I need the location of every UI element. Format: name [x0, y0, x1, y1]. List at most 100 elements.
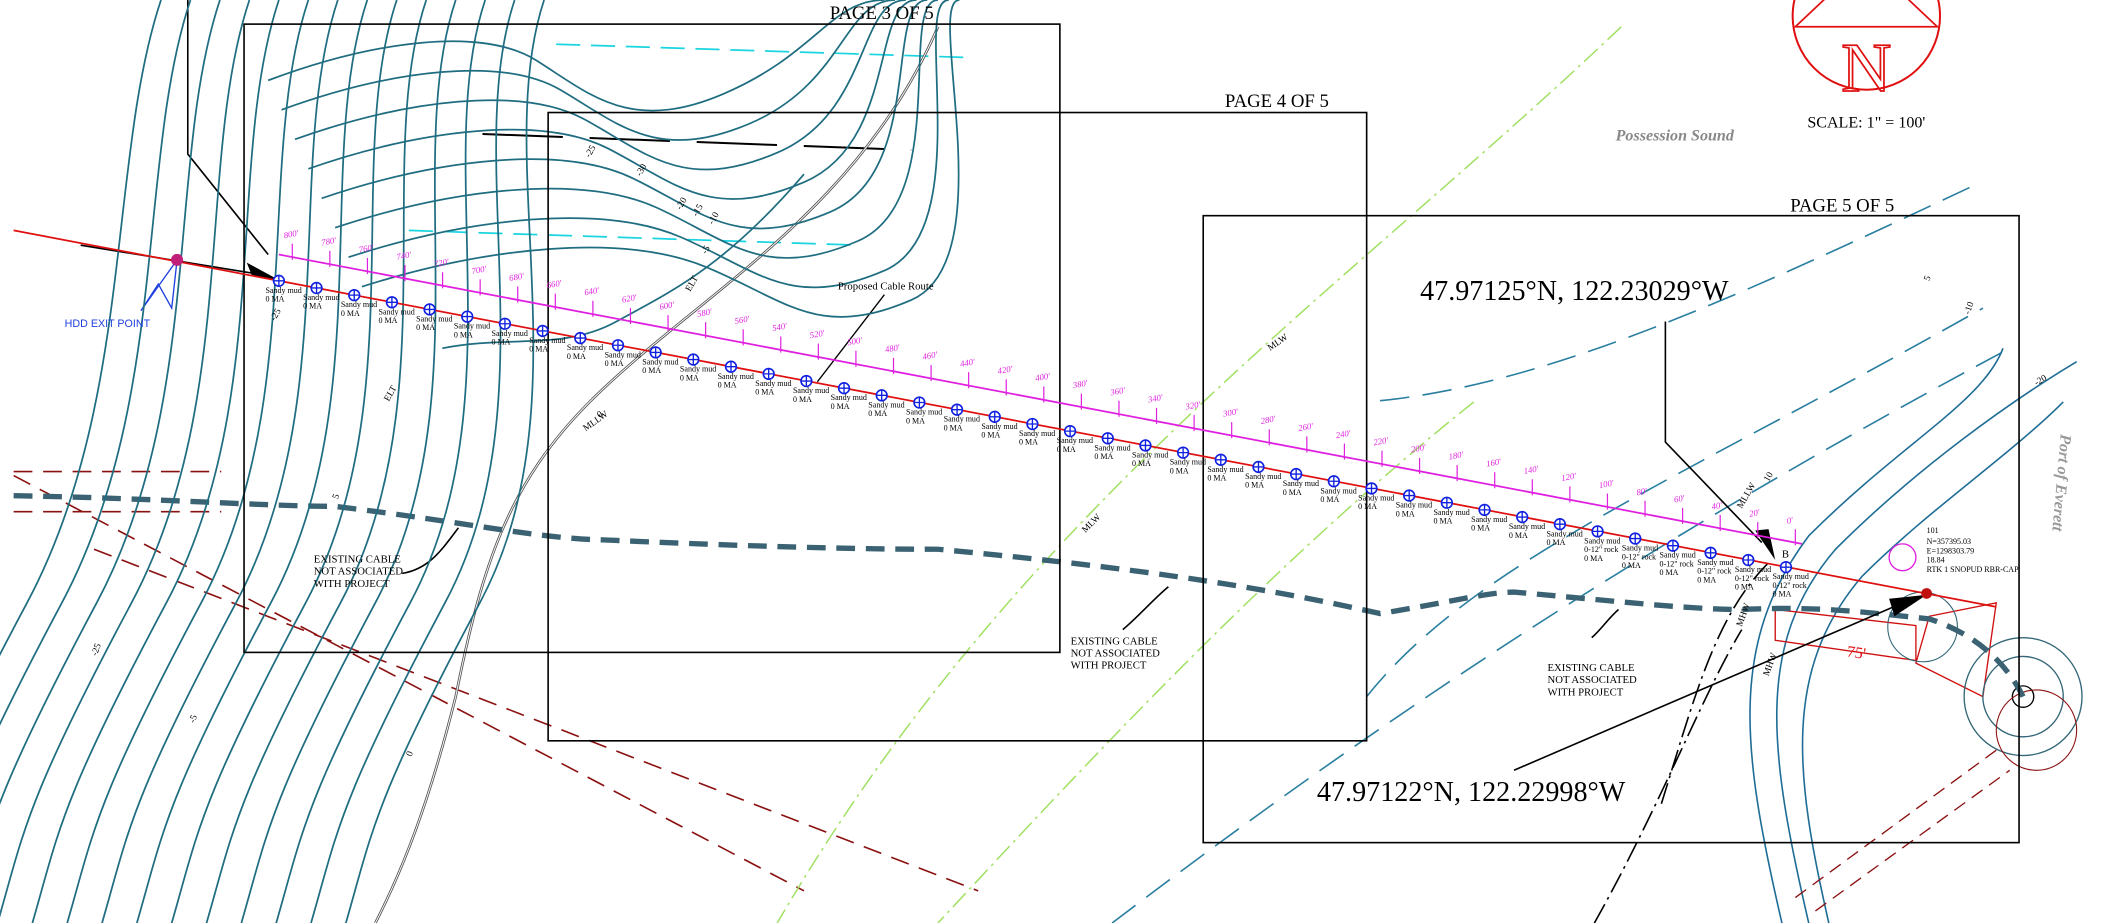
- cable-note-line: EXISTING CABLE: [1548, 662, 1635, 674]
- sample-cross: [1328, 475, 1340, 487]
- line-label: ELT: [684, 274, 701, 293]
- hdd-arrow: [140, 257, 179, 312]
- sample-cross: [951, 404, 963, 416]
- sample-label-line: 0 MA: [1735, 582, 1754, 591]
- line-label: MLW: [1266, 332, 1290, 353]
- sample-cross: [650, 347, 662, 358]
- sample-label-line: 0 MA: [1660, 568, 1679, 577]
- contour-label: 5: [331, 493, 342, 501]
- sample-cross: [1102, 432, 1114, 444]
- sample-label: Sandy mud 0 MA: [1546, 529, 1582, 547]
- sample-label: Sandy mud 0 MA: [831, 393, 867, 411]
- survey-note-line: E=1298303.79: [1927, 546, 1975, 555]
- station-label: 0': [1786, 515, 1794, 526]
- cable-note: EXISTING CABLE NOT ASSOCIATED WITH PROJECT: [314, 554, 404, 590]
- page-label: PAGE 3 OF 5: [830, 3, 934, 24]
- sample-label: Sandy mud 0 MA: [944, 415, 980, 433]
- station-label: 100': [1598, 478, 1615, 490]
- sample-label-line: 0 MA: [1358, 502, 1377, 511]
- mllw-line: [374, 26, 940, 923]
- survey-note-line: 18.84: [1927, 556, 1945, 565]
- station-label: 620': [621, 292, 638, 304]
- sample-label-line: Sandy mud: [1546, 529, 1582, 538]
- sample-cross: [1403, 490, 1415, 501]
- sample-cross: [1290, 468, 1302, 480]
- cable-note-line: WITH PROJECT: [314, 578, 390, 590]
- contour: [321, 0, 928, 230]
- sample-label: Sandy mud 0 MA: [1170, 458, 1206, 476]
- station-label: 260': [1297, 421, 1314, 433]
- water-label: Possession Sound: [1615, 128, 1735, 145]
- green-dash-dot: [776, 26, 1622, 923]
- sample-cross: [612, 339, 624, 351]
- contour-label: 10: [1762, 470, 1776, 483]
- sample-label: Sandy mud 0-12" rock 0 MA: [1584, 536, 1620, 562]
- sample-label-line: 0 MA: [1132, 459, 1151, 468]
- sample-label-line: Sandy mud: [1170, 458, 1206, 467]
- sample-label-line: Sandy mud: [981, 422, 1017, 431]
- sample-label-line: 0 MA: [567, 352, 586, 361]
- sample-cross: [1554, 518, 1566, 530]
- sample-label: Sandy mud 0 MA: [1245, 472, 1281, 490]
- sample-label-line: Sandy mud: [1245, 472, 1281, 481]
- sample-label-line: Sandy mud: [1358, 493, 1394, 502]
- sample-cross: [1441, 497, 1453, 509]
- cable-landing: [1921, 588, 1932, 599]
- sample-label: Sandy mud 0 MA: [1509, 522, 1545, 540]
- survey-marker: [1888, 543, 1917, 572]
- contour-label: -5: [188, 713, 200, 724]
- sample-label: Sandy mud 0 MA: [1358, 493, 1394, 511]
- sample-label: Sandy mud 0 MA: [341, 300, 377, 318]
- sample-label-line: Sandy mud: [1132, 451, 1168, 460]
- sample-cross: [499, 318, 511, 330]
- contour: [0, 0, 221, 806]
- sample-label: Sandy mud 0 MA: [1471, 515, 1507, 533]
- contour: [308, 0, 917, 200]
- note-leader: [402, 527, 1620, 639]
- sample-label-line: 0 MA: [1584, 554, 1603, 563]
- sample-label-line: Sandy mud: [642, 357, 678, 366]
- sample-label: Sandy mud 0 MA: [1283, 479, 1319, 497]
- sample-label-line: 0 MA: [1396, 509, 1415, 518]
- sample-label-line: Sandy mud: [1660, 551, 1696, 560]
- sample-cross: [1177, 447, 1189, 458]
- sample-label-line: Sandy mud: [1697, 558, 1733, 567]
- sample-label: Sandy mud 0 MA: [718, 372, 754, 390]
- page-label: PAGE 4 OF 5: [1225, 91, 1329, 112]
- sample-label-line: 0 MA: [416, 323, 435, 332]
- sample-label-line: Sandy mud: [1584, 536, 1620, 545]
- sample-label-line: Sandy mud: [416, 315, 452, 324]
- sample-label: Sandy mud 0-12" rock 0 MA: [1773, 572, 1809, 598]
- contour-label: -10: [707, 210, 722, 226]
- sample-label-line: 0-12" rock: [1660, 559, 1695, 568]
- mllw-line-inner: [374, 26, 939, 923]
- contour: [294, 0, 906, 171]
- sample-label-line: 0 MA: [1622, 561, 1641, 570]
- survey-note-line: RTK 1 SNOPUD RBR-CAP: [1927, 565, 2019, 574]
- sample-label-line: Sandy mud: [341, 300, 377, 309]
- station-label: 740': [396, 249, 413, 261]
- sample-label-line: Sandy mud: [1207, 465, 1243, 474]
- contour: [345, 0, 545, 923]
- sample-label-line: Sandy mud: [718, 372, 754, 381]
- sample-label-line: 0 MA: [492, 338, 511, 347]
- sample-label-line: 0 MA: [529, 345, 548, 354]
- station-label: 760': [358, 242, 375, 254]
- scale: SCALE: 1" = 100': [1807, 114, 1925, 131]
- sample-label: Sandy mud 0 MA: [981, 422, 1017, 440]
- sample-cross: [1479, 504, 1490, 516]
- contour-label: -20: [2033, 373, 2049, 388]
- arrowhead: [1755, 529, 1776, 560]
- sample-label: Sandy mud 0 MA: [265, 286, 301, 304]
- sample-label: Sandy mud 0 MA: [1207, 465, 1243, 483]
- sample-cross: [1705, 547, 1716, 559]
- water-label: Port of Everett: [2048, 432, 2074, 532]
- station-label: 700': [471, 264, 488, 276]
- sample-label: Sandy mud 0 MA: [1132, 451, 1168, 469]
- station-label: 20': [1748, 507, 1760, 519]
- survey-id: 101: [1927, 526, 1939, 535]
- sample-label-line: 0 MA: [1170, 466, 1189, 475]
- cable-note-line: NOT ASSOCIATED: [1548, 674, 1638, 686]
- sample-label-line: Sandy mud: [1320, 486, 1356, 495]
